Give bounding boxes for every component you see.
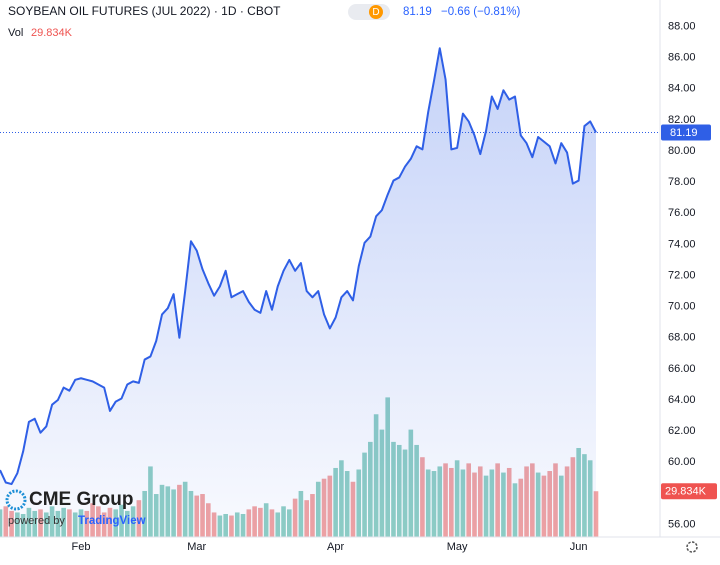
x-tick-label: Mar — [187, 541, 206, 553]
badge-dot — [369, 5, 383, 19]
vol-label: Vol — [8, 27, 23, 39]
y-tick-label: 88.00 — [668, 20, 696, 32]
y-tick-label: 74.00 — [668, 238, 696, 250]
last-volume-label: 29.834K — [665, 486, 707, 498]
x-tick-label: Jun — [570, 541, 588, 553]
y-tick-label: 70.00 — [668, 301, 696, 313]
y-tick-label: 80.00 — [668, 145, 696, 157]
logo-name: CME Group — [29, 489, 134, 510]
y-tick-label: 62.00 — [668, 425, 696, 437]
price-line — [0, 47, 597, 486]
y-tick-label: 60.00 — [668, 456, 696, 468]
last-price-label: 81.19 — [670, 127, 698, 139]
y-tick-label: 76.00 — [668, 207, 696, 219]
y-tick-label: 66.00 — [668, 363, 696, 375]
vol-value: 29.834K — [31, 27, 73, 39]
y-tick-label: 72.00 — [668, 269, 696, 281]
last-volume-box — [661, 483, 717, 500]
logo-globe — [5, 489, 27, 511]
x-tick-label: May — [447, 541, 468, 553]
y-tick-label: 82.00 — [668, 114, 696, 126]
plot — [0, 47, 599, 537]
area-fill — [0, 48, 596, 537]
y-tick-label: 68.00 — [668, 332, 696, 344]
title: SOYBEAN OIL FUTURES (JUL 2022) · 1D · CB… — [8, 4, 281, 18]
y-tick-label: 64.00 — [668, 394, 696, 406]
x-tick-label: Feb — [72, 541, 91, 553]
settings-icon[interactable] — [686, 541, 698, 553]
last-price: 81.19 — [403, 6, 432, 18]
powered-by: powered by — [8, 515, 65, 527]
change: −0.66 (−0.81%) — [441, 6, 520, 18]
y-tick-label: 84.00 — [668, 83, 696, 95]
y-tick-label: 78.00 — [668, 176, 696, 188]
last-price-box — [661, 124, 711, 141]
brand: TradingView — [78, 515, 146, 527]
badge: D — [372, 7, 379, 18]
x-tick-label: Apr — [327, 541, 344, 553]
y-tick-label: 86.00 — [668, 51, 696, 63]
y-tick-label: 56.00 — [668, 518, 696, 530]
